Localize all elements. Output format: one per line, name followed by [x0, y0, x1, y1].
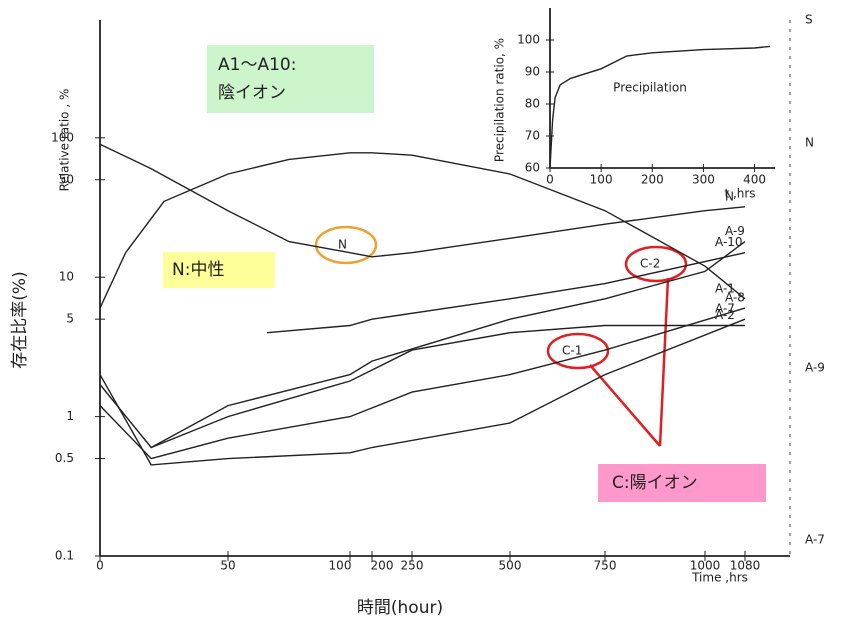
- annotation: 陰イオン: [218, 83, 286, 103]
- inset-x-tick-label: 300: [692, 173, 715, 187]
- series-line: [150, 241, 746, 449]
- inset-y-tick-label: 60: [525, 161, 540, 175]
- y-tick-label: 10: [59, 270, 74, 284]
- annotation: N: [338, 238, 347, 252]
- series-label: A-8: [725, 291, 745, 305]
- y-tick-label: 5: [66, 312, 74, 326]
- inset-y-tick-label: 70: [525, 129, 540, 143]
- annotation: N:中性: [172, 260, 224, 280]
- anion-box: [207, 45, 374, 113]
- x-tick-label: 500: [499, 559, 522, 573]
- y-axis-title: 存在比率(%): [10, 271, 30, 368]
- x-axis-title: 時間(hour): [357, 598, 443, 618]
- y-tick-label: 0.5: [55, 451, 74, 465]
- y-tick-label: 100: [51, 130, 74, 144]
- inset-x-tick-label: 0: [546, 173, 554, 187]
- inset-x-tick-label: 100: [590, 173, 613, 187]
- cation-box: [598, 464, 766, 502]
- x-tick-label: 50: [220, 559, 235, 573]
- annotation: A1〜A10:: [218, 55, 296, 75]
- inset-line: [549, 45, 770, 169]
- series-label: A-1: [715, 281, 735, 295]
- annotation: C-2: [640, 257, 660, 271]
- series-line: [99, 318, 746, 466]
- inset-x-label: t ,hrs: [724, 187, 755, 201]
- inset-y-tick-label: 90: [525, 65, 540, 79]
- y-axis-label: Relative ratio , %: [58, 89, 72, 192]
- right-label: A-9: [805, 361, 825, 375]
- series-label: A-7: [715, 302, 735, 316]
- x-tick-label: 1080: [730, 559, 761, 573]
- series-label: A-2: [715, 308, 735, 322]
- series-line: [99, 324, 745, 449]
- x-tick-label: 250: [401, 559, 424, 573]
- x-axis-label: Time ,hrs: [691, 571, 748, 585]
- series-line: [99, 143, 746, 258]
- pointer: [658, 277, 670, 447]
- inset-y-tick-label: 80: [525, 97, 540, 111]
- inset-x-tick-label: 200: [641, 173, 664, 187]
- series-label: N: [725, 189, 734, 203]
- neutral-box: [163, 252, 275, 288]
- annotation: C:陽イオン: [612, 473, 698, 493]
- right-label: S: [805, 13, 813, 27]
- x-tick-label: 750: [594, 559, 617, 573]
- right-label: N: [805, 136, 814, 150]
- series-line: [99, 307, 746, 460]
- inset-y-label: Precipilation ratio, %: [493, 38, 507, 162]
- x-tick-label: 200: [371, 559, 394, 573]
- series-label: A-9: [725, 224, 745, 238]
- highlight: [546, 332, 610, 370]
- y-tick-label: 0.1: [55, 549, 74, 563]
- pointer: [589, 364, 661, 447]
- inset-title: Precipilation: [613, 81, 687, 95]
- x-tick-label: 0: [96, 559, 104, 573]
- y-tick-label: 50: [59, 172, 74, 186]
- series-line: [99, 152, 746, 309]
- inset-x-tick-label: 400: [743, 173, 766, 187]
- series-line: [266, 252, 746, 334]
- annotation: C-1: [562, 344, 582, 358]
- y-tick-label: 1: [66, 409, 74, 423]
- x-tick-label: 100: [329, 559, 352, 573]
- series-label: A-10: [715, 235, 743, 249]
- highlight: [314, 225, 378, 265]
- highlight: [624, 245, 688, 283]
- inset-y-tick-label: 100: [517, 33, 540, 47]
- right-label: A-7: [805, 533, 825, 547]
- x-tick-label: 1000: [690, 559, 721, 573]
